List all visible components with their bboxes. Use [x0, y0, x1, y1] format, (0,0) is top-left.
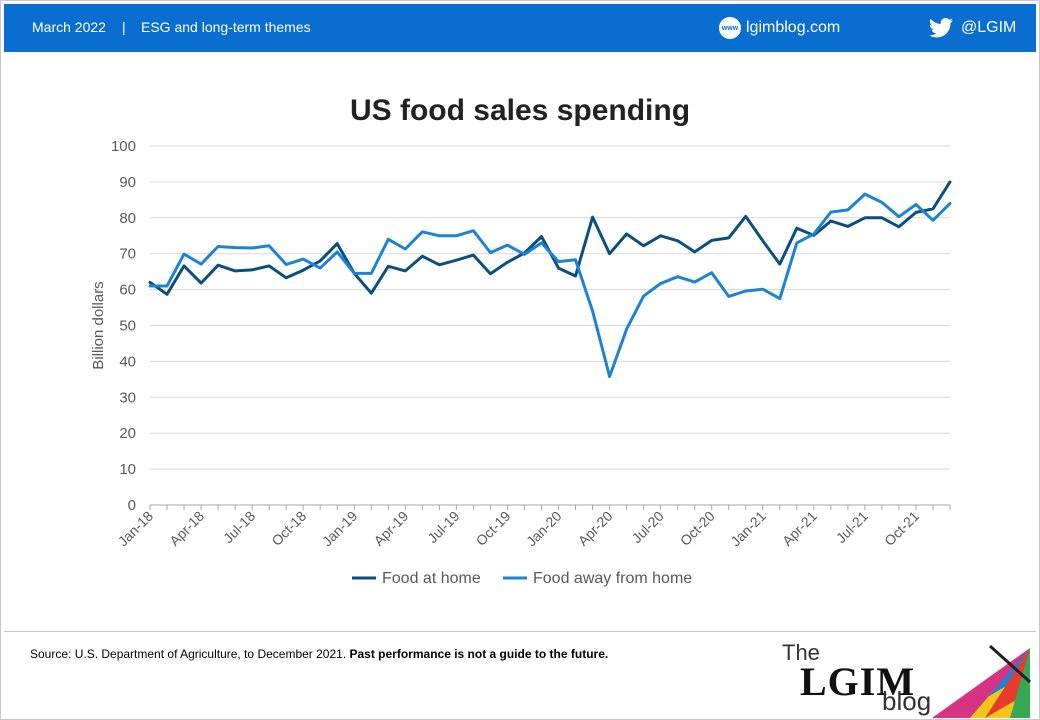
source-note: Source: U.S. Department of Agriculture, … — [30, 647, 608, 661]
line-chart: US food sales spending 0 10 20 30 40 50 60 70 80 9… — [90, 94, 952, 587]
legend-label-1: Food away from home — [533, 570, 692, 587]
x-tick-label-Apr-18: Apr-18 — [166, 508, 207, 549]
twitter-handle: @LGIM — [961, 19, 1017, 36]
x-tick-label-Oct-18: Oct-18 — [268, 508, 309, 549]
footer-divider — [4, 631, 1036, 632]
logo-blog: blog — [882, 686, 932, 716]
website-link[interactable]: www lgimblog.com — [719, 15, 840, 41]
x-tick-label-Jul-19: Jul-19 — [424, 508, 462, 546]
header-theme: ESG and long-term themes — [141, 19, 311, 35]
lgim-blog-logo: The LGIM blog — [782, 640, 1032, 718]
chart-title: US food sales spending — [350, 94, 690, 127]
logo-the: The — [782, 640, 820, 665]
website-text: lgimblog.com — [746, 19, 841, 36]
x-tick-label-Jan-19: Jan-19 — [319, 508, 361, 550]
y-tick-label-90: 90 — [119, 174, 136, 191]
chart-container: US food sales spending 0 10 20 30 40 50 60 70 80 9… — [0, 56, 1040, 630]
x-tick-label-Jul-18: Jul-18 — [220, 508, 258, 546]
umbrella-icon — [932, 644, 1032, 718]
logo-lgim: LGIM — [800, 659, 916, 704]
x-tick-label-Jan-21: Jan-21 — [727, 508, 769, 550]
x-tick-label-Apr-20: Apr-20 — [575, 508, 616, 549]
x-tick-label-Apr-19: Apr-19 — [370, 508, 411, 549]
x-tick-label-Oct-19: Oct-19 — [473, 508, 514, 549]
y-tick-label-0: 0 — [128, 497, 136, 514]
header-separator: | — [122, 19, 126, 35]
y-tick-label-50: 50 — [119, 318, 136, 335]
twitter-link[interactable]: @LGIM — [929, 15, 1016, 41]
legend-label-0: Food at home — [382, 570, 481, 587]
x-tick-label-Oct-21: Oct-21 — [881, 508, 922, 549]
y-tick-label-20: 20 — [119, 425, 136, 442]
x-tick-label-Jan-20: Jan-20 — [523, 508, 565, 550]
header-bar: March 2022 | ESG and long-term themes ww… — [4, 4, 1036, 52]
series-line-1 — [148, 192, 952, 378]
x-tick-label-Jul-21: Jul-21 — [833, 508, 871, 546]
y-tick-label-60: 60 — [119, 282, 136, 299]
x-tick-label-Oct-20: Oct-20 — [677, 508, 718, 549]
y-tick-label-70: 70 — [119, 246, 136, 263]
source-text: Source: U.S. Department of Agriculture, … — [30, 647, 350, 661]
disclaimer-text: Past performance is not a guide to the f… — [349, 647, 609, 661]
y-tick-label-40: 40 — [119, 353, 136, 370]
y-tick-label-10: 10 — [119, 461, 136, 478]
y-tick-label-30: 30 — [119, 389, 136, 406]
x-tick-label-Jul-20: Jul-20 — [628, 508, 666, 546]
header-date: March 2022 — [32, 19, 106, 35]
y-tick-label-100: 100 — [111, 138, 136, 155]
y-tick-label-80: 80 — [119, 210, 136, 227]
globe-icon: www — [719, 17, 741, 39]
series-line-0 — [148, 180, 952, 296]
y-axis-label: Billion dollars — [90, 281, 107, 369]
twitter-bird-icon — [929, 18, 953, 38]
x-tick-label-Apr-21: Apr-21 — [779, 508, 820, 549]
